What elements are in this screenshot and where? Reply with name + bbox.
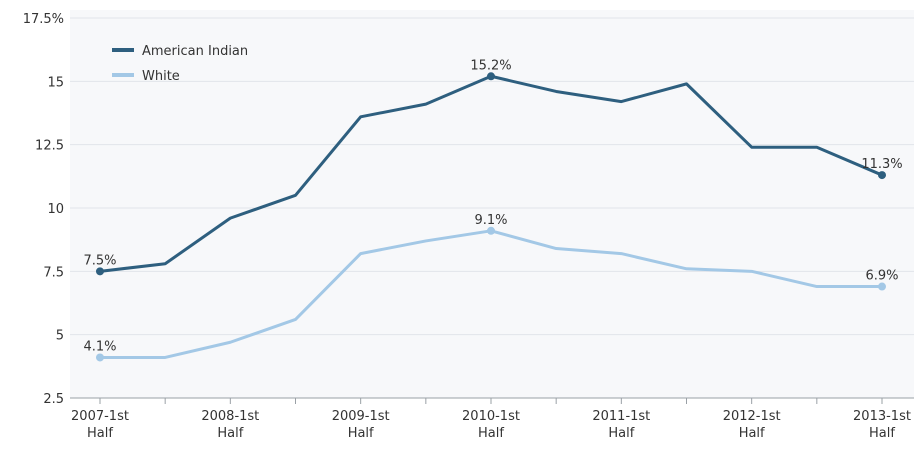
data-label: 11.3% [861,157,902,172]
data-label: 7.5% [83,253,116,268]
data-point-marker [96,353,104,362]
data-point-marker [96,267,104,276]
data-label: 15.2% [470,58,511,73]
x-tick-label: 2008-1st Half [201,409,259,441]
y-tick-label: 2.5 [43,392,64,407]
y-tick-label: 10 [47,202,64,217]
x-tick-label: 2012-1st Half [723,409,781,441]
y-tick-label: 7.5 [43,265,64,280]
axes: 2.5 5 7.5 10 12.5 15 17.5% 2007-1st Half 2008-1st… [23,12,914,441]
legend-label: White [142,69,180,84]
data-label: 4.1% [83,339,116,354]
y-tick-label: 17.5% [23,12,64,27]
x-tick-label: 2010-1st Half [462,409,520,441]
x-tick-label: 2009-1st Half [332,409,390,441]
data-point-marker [487,226,495,235]
y-tick-label: 12.5 [35,139,64,154]
x-tick-label: 2013-1st Half [853,409,911,441]
x-tick-label: 2011-1st Half [592,409,650,441]
data-labels: 7.5% 15.2% 11.3% 4.1% 9.1% 6.9% [83,58,902,354]
y-tick-label: 15 [47,75,64,90]
legend: American Indian White [112,44,248,84]
data-label: 6.9% [865,269,898,284]
data-point-marker [487,72,495,81]
data-point-marker [878,282,886,291]
y-tick-label: 5 [56,329,64,344]
series-group [96,72,886,362]
legend-label: American Indian [142,44,248,59]
x-tick-label: 2007-1st Half [71,409,129,441]
data-label: 9.1% [474,213,507,228]
data-point-marker [878,171,886,180]
